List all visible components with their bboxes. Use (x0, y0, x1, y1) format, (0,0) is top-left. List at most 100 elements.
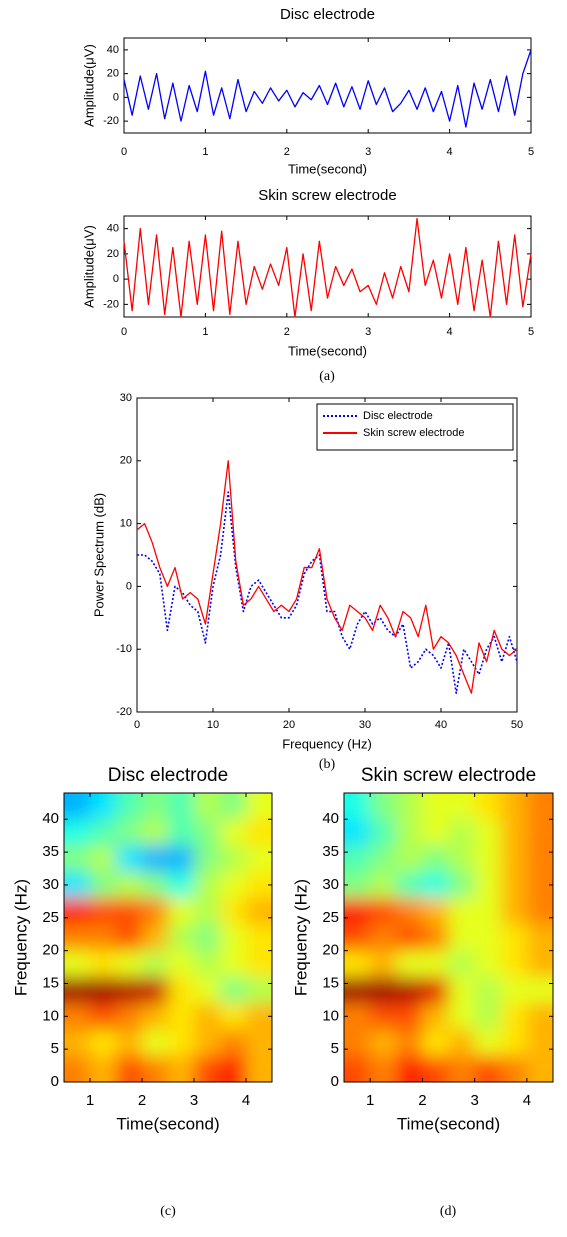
y-tick-label: 5 (331, 1040, 339, 1057)
heat-cell (370, 898, 397, 925)
legend-box (316, 403, 514, 451)
panel-label: (d) (440, 1204, 457, 1219)
panel-label: (b) (319, 757, 336, 772)
x-tick-label: 0 (121, 146, 127, 158)
series-line (123, 49, 532, 128)
heat-cell (344, 1055, 371, 1082)
heat-cell (500, 924, 527, 951)
y-tick-label: 40 (107, 223, 119, 235)
heat-cell (90, 819, 116, 846)
y-tick-label: 35 (42, 843, 59, 860)
heat-cell (116, 845, 142, 872)
y-tick-label: 15 (42, 974, 59, 991)
heat-cell (194, 793, 220, 820)
heat-cell (370, 1055, 397, 1082)
heat-cell (396, 898, 423, 925)
heat-cell (90, 871, 116, 899)
heat-cell (422, 950, 449, 977)
heat-cell (194, 845, 220, 872)
y-tick-label: 35 (322, 843, 339, 860)
heat-cell (422, 898, 449, 925)
y-tick-label: 20 (107, 68, 119, 80)
heat-cell (194, 1029, 220, 1056)
heat-cell (344, 819, 371, 846)
heat-cell (448, 871, 475, 899)
heat-cell (116, 871, 142, 899)
heat-cell (526, 924, 553, 951)
x-tick-label: 2 (284, 146, 290, 158)
heat-cell (64, 793, 90, 820)
heat-cell (396, 793, 423, 820)
x-tick-label: 5 (528, 326, 534, 338)
heat-cell (448, 924, 475, 951)
chart-title: Skin screw electrode (258, 187, 396, 204)
y-tick-label: 10 (322, 1007, 339, 1024)
heat-cell (474, 871, 501, 899)
heat-cell (370, 793, 397, 820)
heat-cell (526, 976, 553, 1004)
heat-cell (500, 871, 527, 899)
heat-cell (474, 1003, 501, 1030)
x-tick-label: 0 (121, 326, 127, 338)
heat-cell (168, 845, 194, 872)
heat-cell (448, 950, 475, 977)
heat-cell (220, 845, 246, 872)
heat-cell (246, 819, 272, 846)
x-tick-label: 4 (523, 1092, 531, 1109)
heat-cell (474, 898, 501, 925)
x-tick-label: 3 (190, 1092, 198, 1109)
y-tick-label: -20 (103, 115, 119, 127)
heat-cell (474, 1055, 501, 1082)
y-axis-label: Power Spectrum (dB) (91, 493, 106, 617)
x-tick-label: 5 (528, 146, 534, 158)
y-tick-label: 5 (51, 1040, 59, 1057)
heat-cell (168, 898, 194, 925)
heat-cell (220, 871, 246, 899)
heat-cell (422, 793, 449, 820)
heat-cell (116, 924, 142, 951)
heat-cell (220, 924, 246, 951)
heat-cell (64, 976, 90, 1004)
heat-cell (220, 1055, 246, 1082)
heat-cell (64, 1029, 90, 1056)
heat-cell (194, 898, 220, 925)
x-tick-label: 1 (202, 146, 208, 158)
heat-cell (90, 898, 116, 925)
heat-cell (116, 793, 142, 820)
heat-cell (448, 819, 475, 846)
heat-cell (370, 1029, 397, 1056)
heat-cell (448, 793, 475, 820)
panel-label: (c) (160, 1204, 176, 1219)
heat-cell (116, 1055, 142, 1082)
heat-cell (116, 950, 142, 977)
heat-cell (526, 819, 553, 846)
heat-cell (500, 845, 527, 872)
heat-cell (370, 976, 397, 1004)
heat-cell (168, 1055, 194, 1082)
legend-label: Disc electrode (363, 410, 433, 422)
heat-cell (526, 1003, 553, 1030)
y-tick-label: 10 (120, 518, 132, 530)
heat-cell (116, 1003, 142, 1030)
heat-cell (168, 950, 194, 977)
heat-cell (422, 871, 449, 899)
x-tick-label: 1 (202, 326, 208, 338)
heat-cell (142, 1055, 168, 1082)
x-tick-label: 10 (207, 719, 219, 731)
y-tick-label: 20 (107, 248, 119, 260)
heat-cell (474, 845, 501, 872)
x-axis-label: Time(second) (397, 1114, 500, 1133)
chart-title: Disc electrode (280, 6, 375, 23)
heat-cell (220, 819, 246, 846)
y-tick-label: 0 (331, 1073, 339, 1090)
heat-cell (370, 871, 397, 899)
heatmap-cells (344, 793, 553, 1082)
x-tick-label: 2 (138, 1092, 146, 1109)
x-axis-label: Frequency (Hz) (282, 736, 372, 751)
heat-cell (396, 1029, 423, 1056)
heat-cell (64, 871, 90, 899)
y-tick-label: 0 (126, 580, 132, 592)
heat-cell (168, 793, 194, 820)
heat-cell (90, 793, 116, 820)
